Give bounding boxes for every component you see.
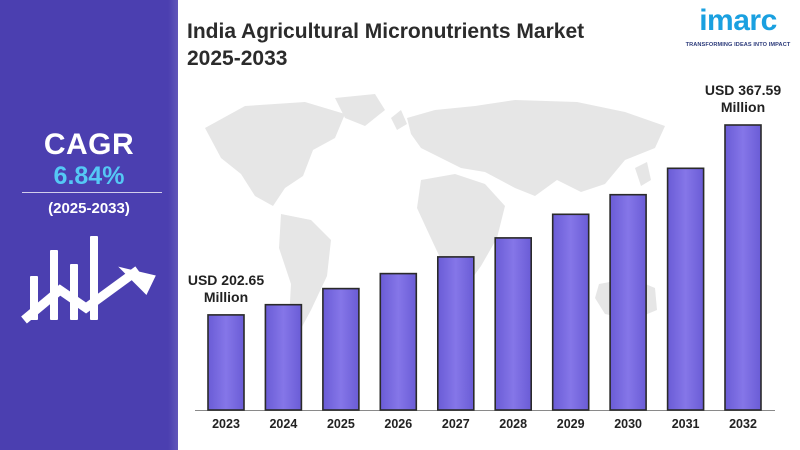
bar-2030	[609, 193, 647, 411]
title-line-2: 2025-2033	[187, 47, 288, 70]
cagr-period: (2025-2033)	[48, 200, 130, 217]
panel-sheen	[168, 0, 178, 450]
bar-2031	[666, 167, 705, 411]
bar-2029	[551, 213, 590, 411]
bars-group	[207, 124, 762, 411]
chart-title: India Agricultural Micronutrients Market…	[187, 18, 647, 72]
title-line-1: India Agricultural Micronutrients Market	[187, 20, 585, 43]
x-tick-label-2032: 2032	[729, 417, 757, 431]
x-tick-label-2029: 2029	[557, 417, 585, 431]
cagr-value: 6.84%	[53, 162, 125, 190]
x-tick-label-2027: 2027	[442, 417, 470, 431]
bar-2025	[322, 287, 360, 411]
bar-2028	[494, 237, 533, 411]
world-map-background	[205, 94, 665, 336]
x-tick-label-2028: 2028	[499, 417, 527, 431]
cagr-divider	[22, 192, 162, 193]
bar-2026	[379, 272, 418, 411]
annotation-2032-line-1: USD 367.59	[705, 82, 781, 98]
x-tick-label-2026: 2026	[384, 417, 412, 431]
bar-2024	[264, 303, 303, 411]
growth-chart-icon	[21, 236, 156, 324]
x-tick-label-2024: 2024	[269, 417, 297, 431]
logo-tagline: TRANSFORMING IDEAS INTO IMPACT	[685, 42, 791, 48]
bar-2032	[724, 124, 762, 411]
cagr-panel: CAGR 6.84% (2025-2033)	[0, 0, 178, 450]
imarc-logo: imarc TRANSFORMING IDEAS INTO IMPACT	[683, 4, 793, 54]
bar-2027	[436, 256, 475, 411]
x-tick-label-2025: 2025	[327, 417, 355, 431]
x-tick-labels: 2023 2024 2025 2026 2027 2028 2029 2030 2031 2032	[212, 417, 757, 431]
bar-2023	[207, 314, 245, 411]
x-tick-label-2023: 2023	[212, 417, 240, 431]
cagr-label: CAGR	[43, 128, 135, 161]
annotation-2023-line-2: Million	[204, 289, 248, 305]
annotation-2032-line-2: Million	[721, 99, 765, 115]
x-tick-label-2031: 2031	[672, 417, 700, 431]
annotation-2023-line-1: USD 202.65	[188, 272, 264, 288]
logo-wordmark: imarc	[699, 4, 777, 37]
x-tick-label-2030: 2030	[614, 417, 642, 431]
